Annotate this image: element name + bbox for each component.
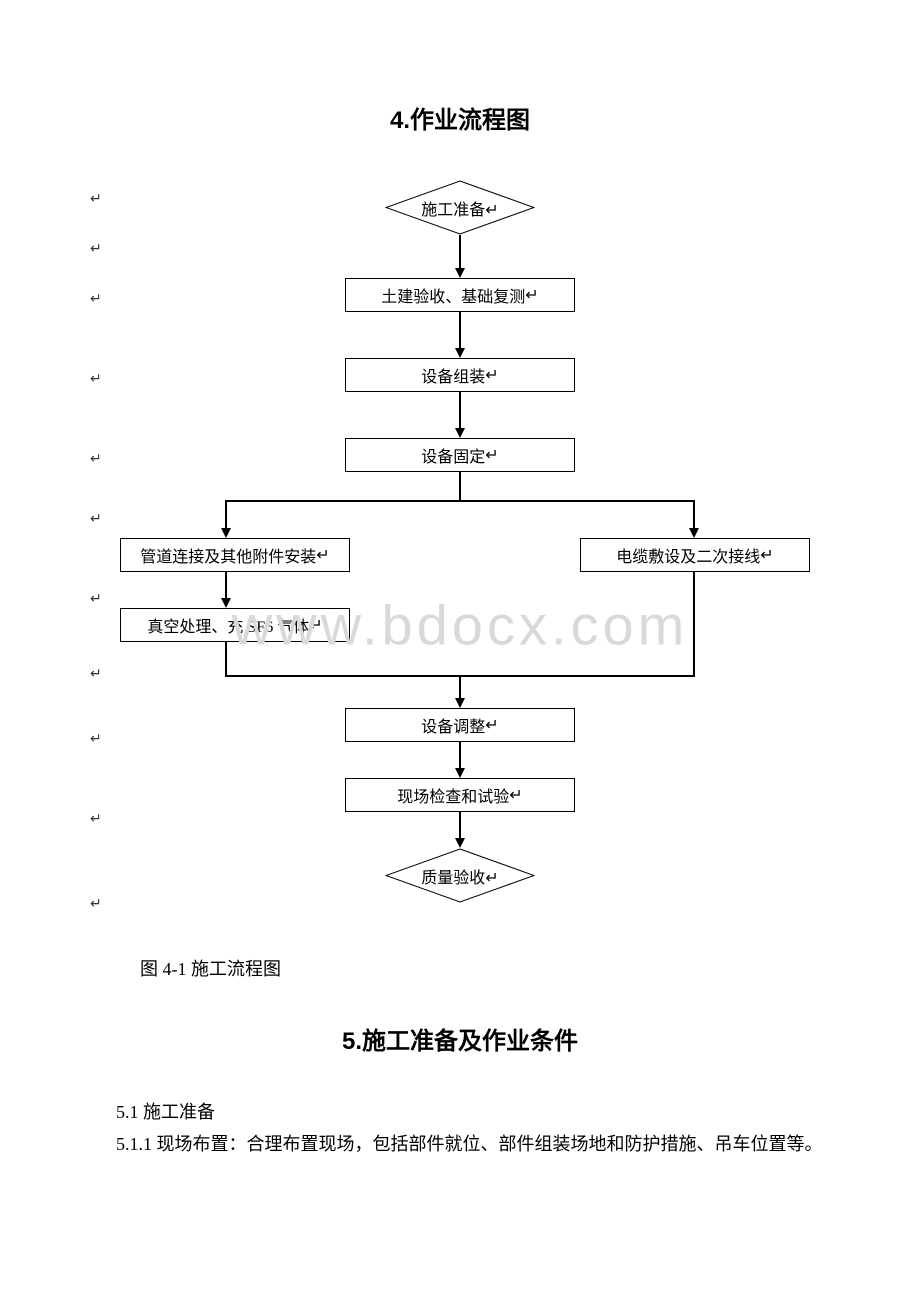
- node-adjust: 设备调整↵: [345, 708, 575, 742]
- return-mark: ↵: [90, 450, 102, 467]
- node-cable: 电缆敷设及二次接线↵: [580, 538, 810, 572]
- return-mark: ↵: [90, 665, 102, 682]
- node-start: 施工准备↵: [385, 180, 535, 235]
- para-5-1-1: 5.1.1 现场布置：合理布置现场，包括部件就位、部件组装场地和防护措施、吊车位…: [60, 1128, 860, 1160]
- arrow-head: [455, 698, 465, 708]
- para-5-1: 5.1 施工准备: [60, 1096, 860, 1128]
- section-4-title: 4.作业流程图: [60, 100, 860, 135]
- return-mark: ↵: [90, 810, 102, 827]
- arrow-head: [455, 428, 465, 438]
- arrow: [459, 812, 461, 840]
- arrow-head: [221, 528, 231, 538]
- arrow: [225, 642, 227, 675]
- return-mark: ↵: [90, 370, 102, 387]
- return-mark: ↵: [90, 510, 102, 527]
- arrow: [693, 572, 695, 675]
- return-mark: ↵: [90, 590, 102, 607]
- arrow: [459, 742, 461, 770]
- arrow: [459, 472, 461, 500]
- node-civil: 土建验收、基础复测↵: [345, 278, 575, 312]
- return-mark: ↵: [90, 240, 102, 257]
- arrow-head: [455, 838, 465, 848]
- arrow: [459, 392, 461, 430]
- section-5-title: 5.施工准备及作业条件: [60, 1021, 860, 1056]
- arrow-head: [455, 348, 465, 358]
- node-assembly: 设备组装↵: [345, 358, 575, 392]
- arrow: [225, 572, 227, 600]
- figure-caption: 图 4-1 施工流程图: [140, 955, 860, 981]
- arrow: [459, 235, 461, 270]
- return-mark: ↵: [90, 895, 102, 912]
- node-fix: 设备固定↵: [345, 438, 575, 472]
- arrow-head: [689, 528, 699, 538]
- node-vacuum: 真空处理、充 SF6 气体↵: [120, 608, 350, 642]
- node-pipe: 管道连接及其他附件安装↵: [120, 538, 350, 572]
- arrow-head: [221, 598, 231, 608]
- arrow: [225, 500, 695, 502]
- arrow: [459, 675, 461, 700]
- return-mark: ↵: [90, 730, 102, 747]
- node-inspect: 现场检查和试验↵: [345, 778, 575, 812]
- node-start-label: 施工准备↵: [421, 196, 498, 220]
- arrow: [225, 500, 227, 530]
- arrow: [693, 500, 695, 530]
- flowchart: ↵ ↵ ↵ ↵ ↵ ↵ ↵ ↵ ↵ ↵ ↵ 施工准备↵ 土建验收、基础复测↵ 设…: [60, 175, 860, 935]
- return-mark: ↵: [90, 190, 102, 207]
- arrow-head: [455, 268, 465, 278]
- node-end-label: 质量验收↵: [421, 864, 498, 888]
- arrow-head: [455, 768, 465, 778]
- arrow: [459, 312, 461, 350]
- return-mark: ↵: [90, 290, 102, 307]
- node-end: 质量验收↵: [385, 848, 535, 903]
